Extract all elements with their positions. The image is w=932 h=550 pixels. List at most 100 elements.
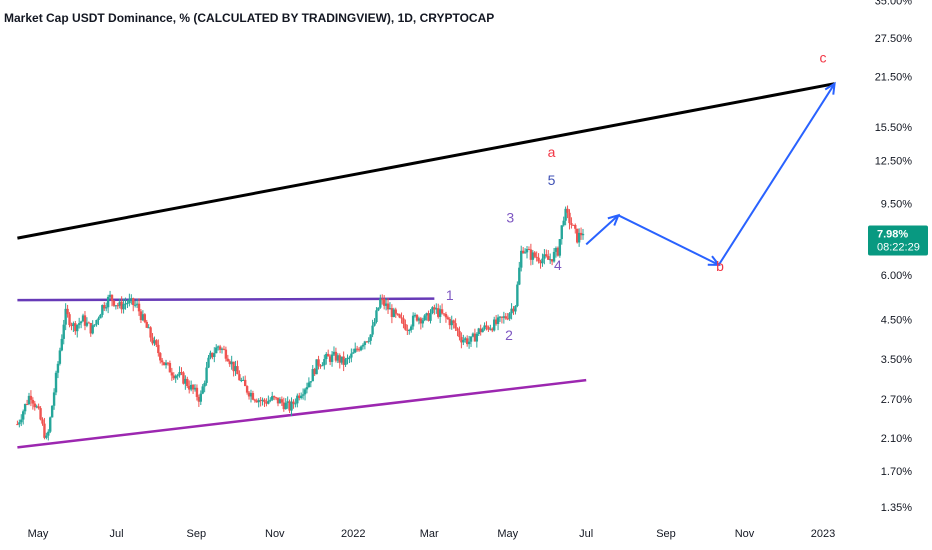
candle (60, 334, 64, 352)
candle-body (37, 406, 40, 409)
candle-body (576, 228, 579, 243)
candle (114, 305, 118, 310)
candle (87, 321, 91, 324)
candle (429, 309, 432, 324)
candle (481, 327, 484, 333)
candle (128, 293, 131, 307)
candle (321, 362, 324, 367)
candle-body (489, 328, 492, 330)
candle (419, 316, 423, 330)
candle (572, 224, 575, 226)
wave-label-b: b (716, 258, 724, 274)
candle (377, 307, 380, 312)
candle (172, 372, 175, 381)
candle (276, 397, 280, 407)
candle (145, 319, 148, 328)
time-axis[interactable]: May Jul Sep Nov 2022 Mar May Jul Sep Nov 2023 (28, 528, 836, 540)
candle-body (101, 305, 104, 315)
candle (112, 300, 116, 307)
candle (105, 302, 108, 312)
candle-body (384, 303, 388, 306)
price-tag-box (868, 225, 928, 256)
candle-body (464, 338, 467, 340)
candle (323, 354, 326, 370)
candle (373, 318, 376, 327)
candle (435, 303, 438, 314)
candle-body (560, 225, 563, 240)
candle-body (471, 333, 475, 337)
candle (31, 397, 35, 410)
candle (477, 327, 480, 337)
candle-body (201, 386, 204, 394)
candle-body (141, 314, 145, 321)
candle-body (133, 304, 137, 306)
candle (298, 392, 301, 401)
candle (265, 398, 268, 407)
candle (409, 324, 413, 333)
candle (408, 328, 411, 335)
candle (502, 311, 506, 324)
candle (375, 307, 378, 324)
candle-body (174, 375, 177, 379)
candle (135, 298, 139, 308)
candle (506, 313, 509, 321)
candle (367, 337, 370, 344)
candle-body (132, 298, 135, 306)
chart-title: Market Cap USDT Dominance, % (CALCULATED… (4, 11, 495, 25)
candle-body (317, 359, 320, 366)
candle (139, 309, 143, 324)
candle-body (473, 333, 477, 342)
upper-trendline (17, 82, 835, 240)
candle (299, 392, 303, 400)
candle (50, 405, 54, 418)
price-axis[interactable]: 35.00% 27.50% 21.50% 15.50% 12.50% 9.50% 6.00%… (875, 0, 913, 514)
candle-body (35, 406, 38, 408)
candle (388, 302, 392, 310)
candle (174, 374, 177, 383)
candle (450, 315, 453, 330)
projection-segment (617, 214, 720, 266)
candle (79, 320, 83, 329)
candle (390, 304, 394, 324)
candle-body (159, 353, 162, 361)
x-tick-label: 2023 (811, 528, 835, 540)
candle-body (240, 380, 243, 382)
candle (43, 417, 46, 440)
candle-body (20, 419, 23, 423)
candle (186, 376, 189, 389)
candle (494, 315, 498, 326)
x-tick-label: Jul (579, 528, 593, 540)
candle (101, 304, 104, 318)
candle (523, 248, 527, 254)
candle (191, 384, 195, 394)
candle-body (313, 369, 316, 375)
candle-body (311, 369, 314, 382)
candle-body (184, 378, 187, 384)
candle (257, 398, 260, 408)
candle-body (427, 313, 430, 321)
candle (400, 312, 403, 324)
candle (350, 348, 353, 363)
candle-body (164, 362, 168, 366)
candle-body (533, 252, 536, 257)
candle-body (467, 341, 471, 345)
candle-body (346, 357, 349, 360)
candle-body (525, 249, 529, 253)
candle-body (423, 315, 426, 321)
candle (33, 400, 36, 411)
candle (180, 367, 183, 376)
candle-body (413, 314, 417, 316)
candle-body (188, 386, 191, 390)
candle-body (207, 357, 210, 368)
candle-body (114, 305, 118, 307)
candle (330, 350, 334, 367)
candle (18, 419, 21, 428)
candle (454, 318, 457, 332)
y-tick-label: 3.50% (881, 354, 912, 366)
candle-body (103, 305, 106, 309)
candle-body (444, 313, 448, 318)
candle-body (404, 324, 407, 330)
candle (464, 336, 467, 343)
candle-body (197, 396, 201, 402)
